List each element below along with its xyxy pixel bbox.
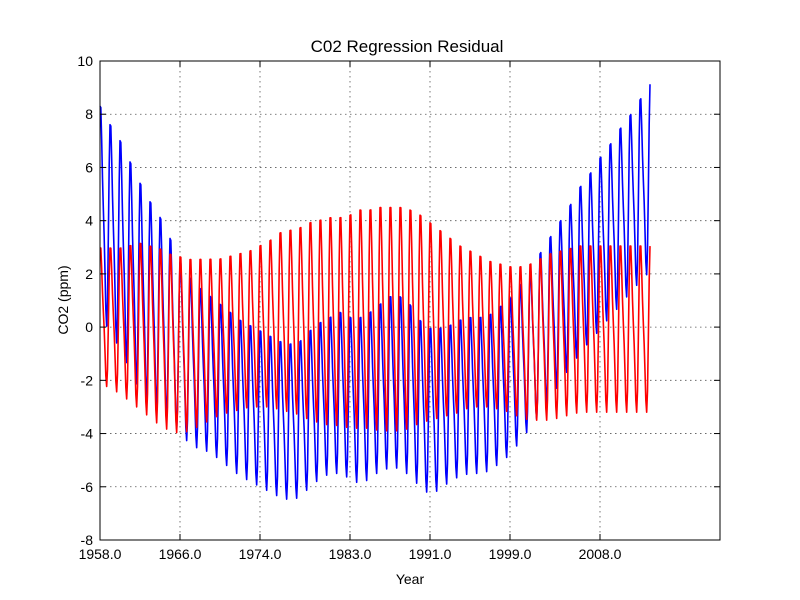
x-tick-label: 1983.0 bbox=[329, 546, 372, 562]
x-tick-label: 1966.0 bbox=[159, 546, 202, 562]
y-tick-label: 6 bbox=[85, 159, 93, 175]
y-tick-label: 0 bbox=[85, 319, 93, 335]
y-tick-label: -2 bbox=[81, 372, 94, 388]
chart-title: C02 Regression Residual bbox=[311, 37, 504, 56]
y-tick-labels: -8 -6 -4 -2 0 2 4 6 8 10 bbox=[77, 53, 93, 548]
x-tick-label: 1991.0 bbox=[409, 546, 452, 562]
x-tick-labels: 1958.0 1966.0 1974.0 1983.0 1991.0 1999.0 2008… bbox=[79, 546, 622, 562]
x-tick-label: 1958.0 bbox=[79, 546, 122, 562]
y-tick-label: 10 bbox=[77, 53, 93, 69]
x-tick-label: 1999.0 bbox=[489, 546, 532, 562]
series-group bbox=[99, 84, 651, 500]
x-tick-label: 1974.0 bbox=[239, 546, 282, 562]
series-line bbox=[99, 206, 651, 434]
y-tick-label: -4 bbox=[81, 426, 94, 442]
y-tick-label: 4 bbox=[85, 213, 93, 229]
x-tick-label: 2008.0 bbox=[579, 546, 622, 562]
axis-ticks bbox=[99, 60, 720, 541]
y-tick-label: -6 bbox=[81, 479, 94, 495]
plot-frame bbox=[99, 60, 721, 541]
x-axis-label: Year bbox=[396, 571, 425, 587]
y-tick-label: 2 bbox=[85, 266, 93, 282]
y-tick-label: -8 bbox=[81, 532, 94, 548]
y-tick-label: 8 bbox=[85, 106, 93, 122]
grid-lines bbox=[99, 60, 720, 541]
y-axis-label: CO2 (ppm) bbox=[55, 265, 71, 334]
